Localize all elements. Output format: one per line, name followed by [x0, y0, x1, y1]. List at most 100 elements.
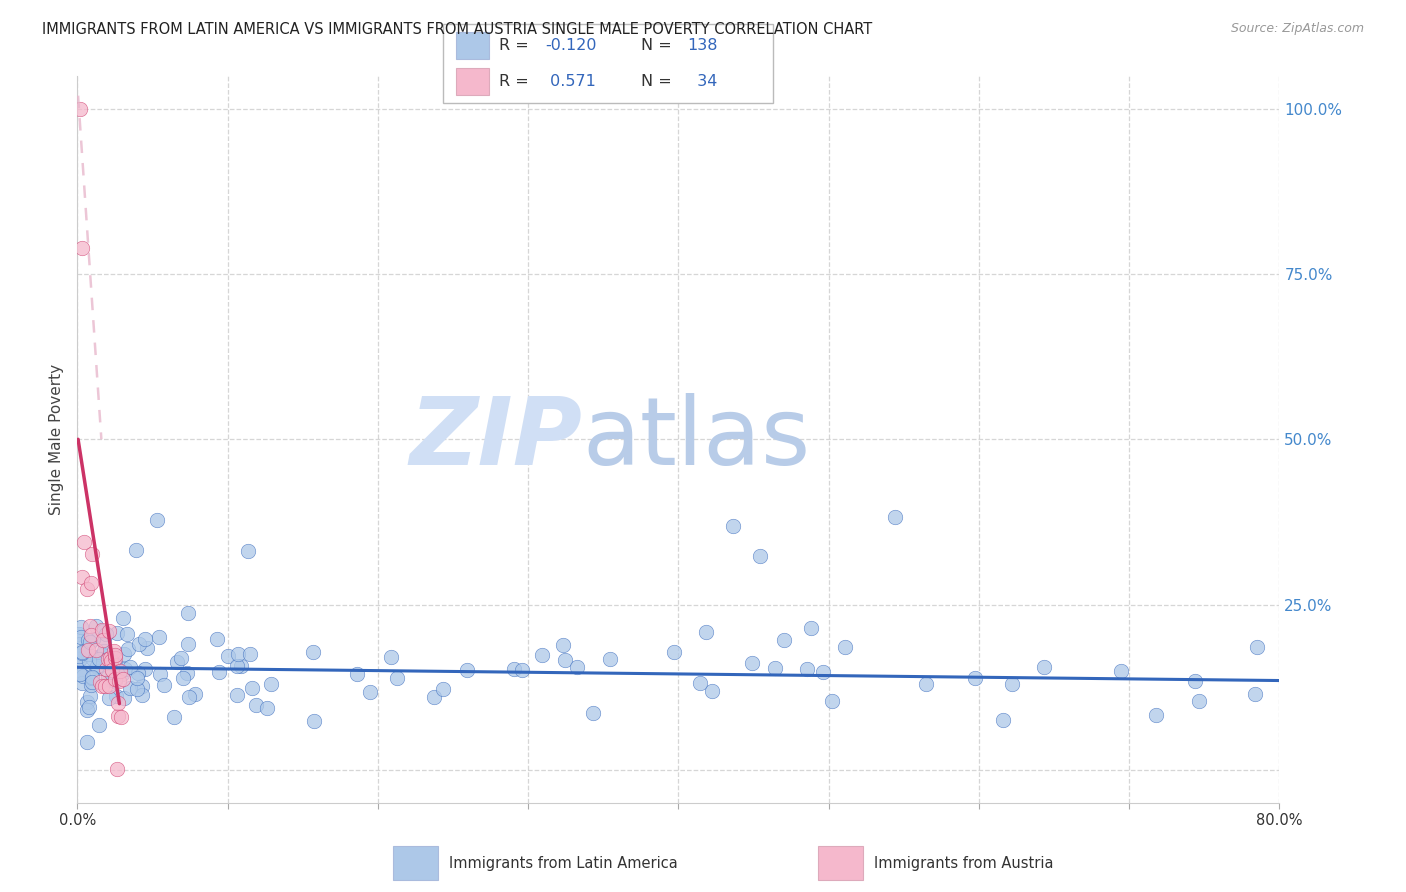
Point [205, 632, 228, 646]
Point [148, 630, 170, 644]
Point [963, 671, 986, 685]
Point [503, 663, 526, 677]
Point [87, 718, 110, 732]
Point [112, 673, 135, 687]
Point [748, 549, 770, 563]
Point [1243, 687, 1265, 701]
Point [820, 694, 842, 708]
Point [110, 709, 132, 723]
Point [104, 689, 127, 703]
Point [179, 690, 201, 704]
Point [86, 650, 108, 665]
Point [80, 576, 103, 591]
FancyBboxPatch shape [443, 24, 773, 103]
Point [77, 700, 100, 714]
Point [104, 657, 127, 671]
Point [162, 710, 184, 724]
Point [811, 665, 834, 679]
Point [98, 679, 121, 693]
Point [915, 677, 938, 691]
Point [97, 691, 120, 706]
Point [217, 648, 239, 663]
Point [551, 638, 574, 652]
Point [82, 652, 104, 666]
Point [112, 647, 135, 661]
Point [93, 644, 115, 658]
Point [236, 543, 259, 558]
Point [423, 690, 446, 704]
Text: N =: N = [641, 37, 672, 53]
Point [80, 547, 103, 561]
Point [77, 632, 100, 647]
Point [69, 637, 91, 651]
Point [76, 643, 98, 657]
Text: N =: N = [641, 74, 672, 89]
Point [170, 651, 193, 665]
Point [112, 690, 135, 705]
Point [1001, 677, 1024, 691]
Point [70, 241, 93, 255]
Point [741, 657, 763, 671]
Point [134, 632, 156, 646]
Point [128, 637, 150, 651]
Point [72, 666, 94, 681]
Text: 138: 138 [688, 37, 718, 53]
Point [80, 678, 103, 692]
Point [118, 681, 141, 695]
Point [1246, 640, 1268, 654]
Point [91, 648, 114, 663]
Point [260, 677, 283, 691]
Point [105, 762, 128, 776]
Point [76, 694, 98, 708]
Point [91, 632, 114, 647]
Point [1144, 708, 1167, 723]
FancyBboxPatch shape [818, 846, 863, 880]
Point [124, 543, 146, 558]
Point [110, 666, 132, 681]
Point [796, 662, 818, 676]
Point [101, 663, 124, 677]
Point [111, 611, 134, 625]
Point [77, 654, 100, 668]
Point [432, 681, 454, 696]
FancyBboxPatch shape [394, 846, 437, 880]
Point [135, 641, 157, 656]
Point [80, 627, 103, 641]
Point [105, 626, 128, 640]
Point [73, 534, 96, 549]
Text: R =: R = [499, 74, 529, 89]
Point [98, 624, 121, 638]
Point [73, 643, 96, 657]
Point [96, 662, 118, 676]
Text: -0.120: -0.120 [546, 37, 596, 53]
Text: R =: R = [499, 37, 529, 53]
Point [91, 679, 114, 693]
Point [172, 671, 194, 685]
Point [69, 652, 91, 666]
Point [834, 640, 856, 654]
Point [104, 651, 127, 665]
Point [125, 681, 148, 696]
Point [177, 637, 200, 651]
Point [700, 684, 723, 698]
Point [115, 627, 138, 641]
Point [100, 650, 122, 665]
Point [93, 648, 115, 662]
Point [97, 670, 120, 684]
Point [79, 619, 101, 633]
Point [773, 632, 796, 647]
Point [67, 648, 90, 663]
Point [94, 679, 117, 693]
Point [131, 679, 153, 693]
Point [302, 644, 325, 658]
Point [225, 688, 247, 702]
Point [86, 643, 108, 657]
Point [82, 674, 104, 689]
Point [664, 645, 686, 659]
Point [991, 713, 1014, 727]
Point [69, 666, 91, 681]
Text: Source: ZipAtlas.com: Source: ZipAtlas.com [1230, 22, 1364, 36]
Point [70, 645, 93, 659]
Point [149, 666, 172, 681]
Point [695, 625, 717, 640]
